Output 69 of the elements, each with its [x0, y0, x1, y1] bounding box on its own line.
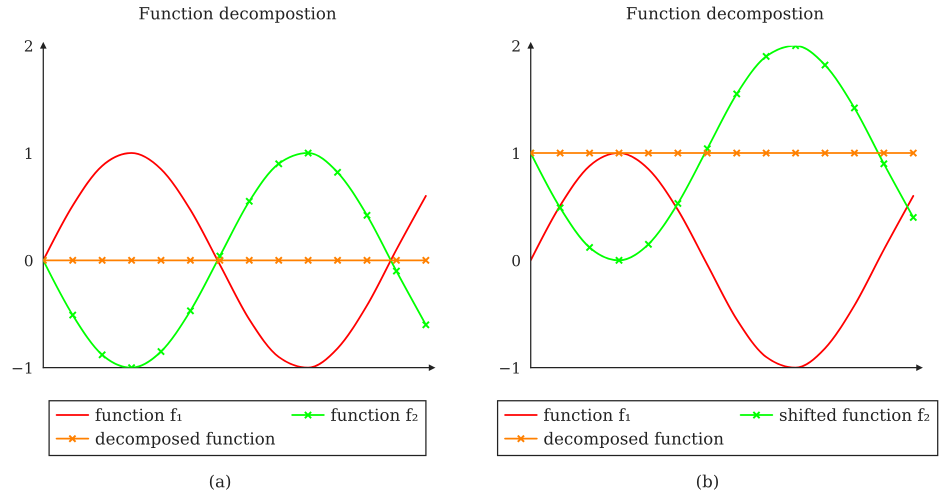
point [422, 320, 430, 329]
point [422, 256, 430, 264]
point [98, 256, 106, 264]
chart-title: Function decompostion [139, 6, 336, 23]
point [216, 252, 224, 260]
point [880, 160, 888, 168]
y-tick-label: −1 [500, 362, 519, 374]
legend-label: decomposed function [544, 432, 724, 448]
text: (b) [696, 474, 718, 490]
point [245, 197, 254, 206]
point [585, 243, 594, 252]
point [820, 148, 830, 158]
point [274, 160, 283, 168]
point [644, 148, 653, 158]
point [909, 213, 918, 222]
point [614, 256, 624, 264]
text: (a) [210, 474, 230, 490]
point [245, 256, 254, 264]
point [362, 211, 372, 220]
point [850, 148, 859, 158]
point [614, 148, 624, 158]
point [362, 256, 372, 264]
chart-title: Function decompostion [626, 6, 824, 23]
point [186, 306, 195, 315]
point [186, 256, 195, 264]
point [304, 148, 312, 158]
point [274, 256, 283, 264]
point [674, 199, 682, 208]
point [909, 148, 918, 158]
point [791, 148, 800, 158]
y-tick-label: 1 [513, 147, 519, 159]
point [762, 148, 770, 158]
point [68, 310, 77, 320]
y-tick-label: 0 [24, 254, 33, 266]
point [703, 148, 712, 158]
point [304, 256, 312, 264]
point [556, 204, 564, 212]
legend-label: shifted function f₂ [780, 408, 930, 422]
legend-label: function f₁ [96, 408, 182, 422]
point [392, 256, 401, 264]
point [156, 347, 166, 356]
point [392, 266, 401, 276]
y-tick-label: 0 [512, 254, 520, 266]
point [644, 240, 653, 248]
point [68, 256, 77, 264]
y-tick-label: 2 [24, 40, 32, 52]
point [216, 256, 224, 264]
y-tick-label: −1 [12, 362, 32, 374]
point [127, 256, 136, 264]
legend-label: function f₁ [544, 408, 630, 422]
point [850, 104, 859, 112]
point [732, 148, 741, 158]
legend-label: function f₂ [331, 408, 418, 422]
point [703, 144, 712, 153]
line-series [530, 152, 914, 368]
point [674, 148, 682, 158]
y-tick-label: 1 [26, 147, 32, 159]
legend-label: decomposed function [96, 432, 276, 448]
point [156, 256, 166, 264]
point [585, 148, 594, 158]
point [556, 148, 564, 158]
point [820, 60, 830, 70]
y-tick-label: 2 [512, 40, 520, 52]
point [762, 52, 770, 61]
point [732, 90, 741, 98]
point [98, 350, 106, 359]
point [880, 148, 888, 158]
point [333, 168, 342, 176]
point [333, 256, 342, 264]
